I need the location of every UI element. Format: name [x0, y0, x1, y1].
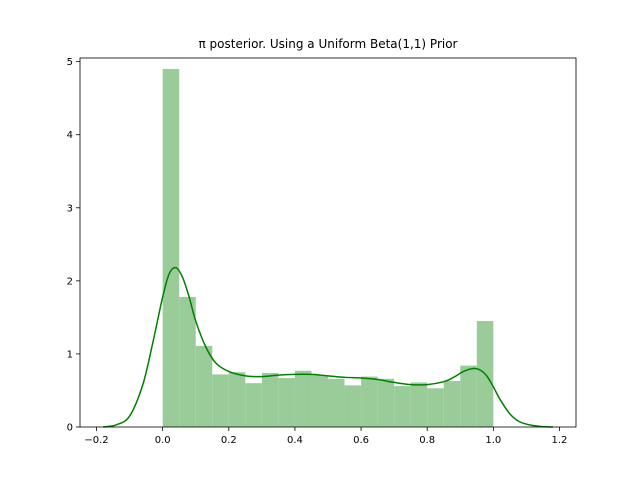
- axes-frame: [79, 57, 577, 428]
- histogram-bar: [278, 378, 295, 427]
- histogram-bar: [311, 375, 328, 427]
- y-tick-label: 3: [67, 203, 73, 214]
- y-tick-label: 2: [67, 276, 73, 287]
- histogram-bar: [344, 385, 362, 427]
- x-tick-label: 0.6: [353, 435, 369, 446]
- x-tick-label: 0.4: [287, 435, 303, 446]
- y-tick-label: 5: [67, 57, 73, 68]
- histogram-bar: [328, 378, 345, 427]
- x-tick-label: 1.2: [552, 435, 568, 446]
- x-tick-label: −0.2: [84, 435, 108, 446]
- histogram-bar: [162, 68, 180, 428]
- histogram-bar: [394, 386, 411, 427]
- histogram-bar: [460, 365, 477, 427]
- histogram-bar: [228, 372, 246, 427]
- histogram-bar: [427, 388, 444, 427]
- chart-title: π posterior. Using a Uniform Beta(1,1) P…: [198, 37, 457, 51]
- plot-area: −0.2 0.0 0.2 0.4 0.6 0.8 1.0 1.2 0 1 2 3 4 5: [67, 57, 577, 446]
- x-tick-label: 0.2: [221, 435, 237, 446]
- histogram-bar: [195, 345, 213, 427]
- histogram-bar: [410, 382, 428, 427]
- x-tick-label: 1.0: [485, 435, 501, 446]
- kde-line: [103, 266, 553, 428]
- histogram-bar: [261, 372, 279, 427]
- histogram-bar: [212, 374, 229, 427]
- histogram-bar: [377, 378, 395, 427]
- y-tick-label: 0: [67, 423, 73, 434]
- histogram-bar: [361, 376, 378, 427]
- y-tick-label: 4: [67, 130, 73, 141]
- y-tick-label: 1: [67, 349, 73, 360]
- histogram-bar: [294, 370, 312, 427]
- histogram-bar: [443, 380, 461, 427]
- x-tick-label: 0.8: [419, 435, 435, 446]
- histogram-bar: [179, 296, 196, 427]
- x-tick-label: 0.0: [155, 435, 171, 446]
- histogram-bar: [245, 383, 262, 427]
